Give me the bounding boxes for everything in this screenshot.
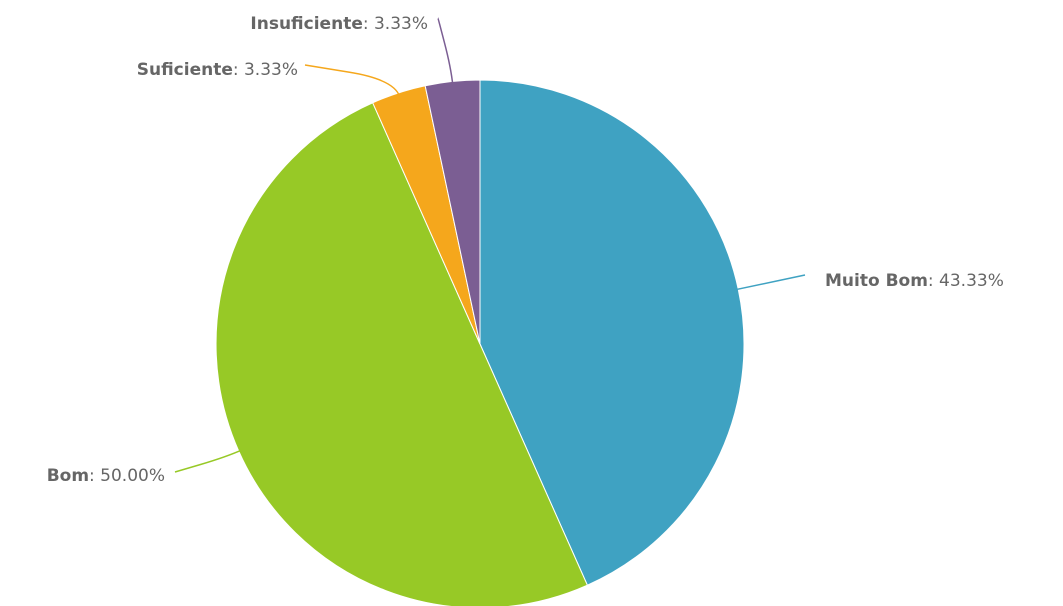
value-label: : 3.33% — [233, 60, 298, 80]
leader-line — [734, 274, 806, 291]
category-name: Muito Bom — [825, 271, 928, 291]
leader-line — [437, 17, 454, 86]
data-label: Muito Bom: 43.33% — [825, 271, 1004, 291]
value-label: : 50.00% — [89, 466, 165, 486]
value-label: : 3.33% — [363, 14, 428, 34]
leader-line — [304, 64, 401, 97]
leader-line — [174, 449, 243, 473]
data-label: Insuficiente: 3.33% — [250, 14, 428, 34]
category-name: Insuficiente — [250, 14, 362, 34]
value-label: : 43.33% — [928, 271, 1004, 291]
category-name: Bom — [47, 466, 89, 486]
data-label: Suficiente: 3.33% — [137, 60, 298, 80]
data-label: Bom: 50.00% — [47, 466, 165, 486]
category-name: Suficiente — [137, 60, 233, 80]
